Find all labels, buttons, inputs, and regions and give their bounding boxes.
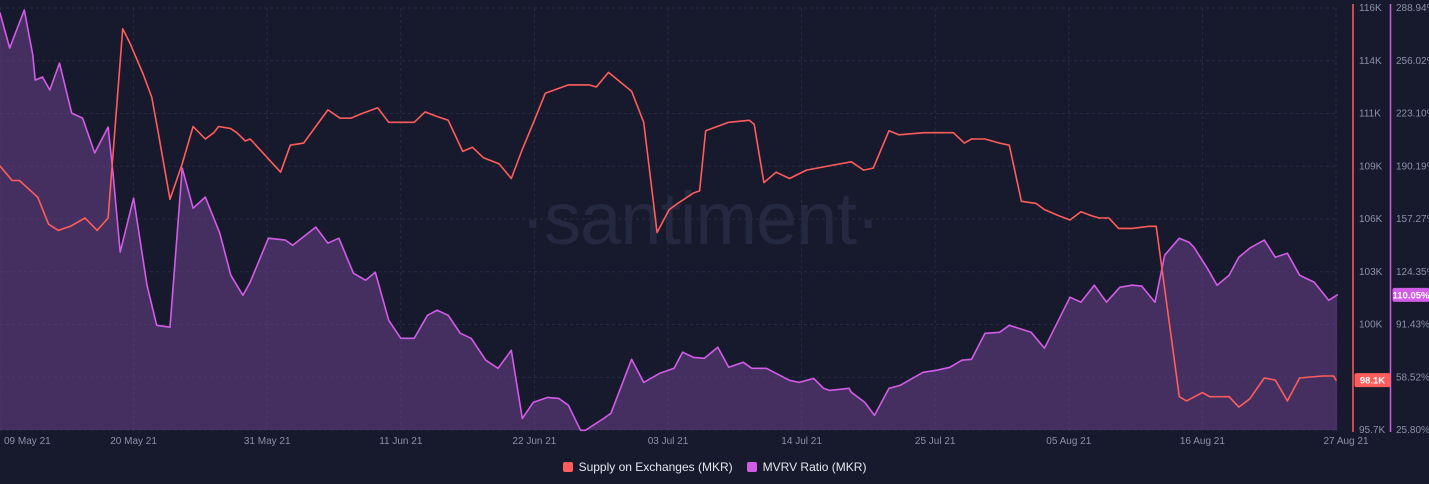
date-tick-label: 05 Aug 21 <box>1046 436 1091 447</box>
mvrv-tick-label: 223.10% <box>1396 109 1429 120</box>
supply-current-badge-text: 98.1K <box>1360 376 1385 387</box>
mvrv-series-swatch-icon <box>746 462 757 472</box>
legend-item-supply[interactable]: Supply on Exchanges (MKR) <box>562 460 733 474</box>
date-tick-label: 11 Jun 21 <box>379 436 423 447</box>
mvrv-line <box>0 9 1338 432</box>
supply-current-badge <box>1354 373 1391 388</box>
mvrv-tick-label: 288.94% <box>1396 3 1429 14</box>
mvrv-tick-label: 256.02% <box>1396 56 1429 67</box>
mvrv-area <box>0 10 1338 431</box>
supply-tick-label: 109K <box>1359 161 1383 172</box>
supply-tick-label: 103K <box>1359 267 1383 278</box>
legend-label-mvrv: MVRV Ratio (MKR) <box>762 460 867 474</box>
supply-series-swatch-icon <box>562 462 573 472</box>
legend-label-supply: Supply on Exchanges (MKR) <box>578 460 733 474</box>
date-tick-label: 03 Jul 21 <box>648 436 689 447</box>
supply-tick-label: 95.7K <box>1359 425 1385 436</box>
plot-canvas[interactable]: ·santiment· 116K 114K 111K 109K 106K 103K 100K 9… <box>0 0 1429 450</box>
chart-legend: Supply on Exchanges (MKR) MVRV Ratio (MK… <box>0 452 1429 482</box>
supply-tick-label: 114K <box>1359 56 1382 67</box>
mvrv-tick-label: 25.80% <box>1396 425 1429 436</box>
supply-tick-label: 100K <box>1359 320 1383 331</box>
supply-line <box>0 27 1337 408</box>
supply-tick-label: 106K <box>1359 214 1383 225</box>
supply-tick-label: 116K <box>1359 3 1382 14</box>
date-tick-label: 31 May 21 <box>244 436 291 447</box>
mvrv-tick-label: 91.43% <box>1396 320 1429 331</box>
date-tick-label: 22 Jun 21 <box>512 436 556 447</box>
legend-item-mvrv[interactable]: MVRV Ratio (MKR) <box>746 460 867 474</box>
supply-tick-label: 111K <box>1359 109 1381 120</box>
date-tick-label: 25 Jul 21 <box>915 436 956 447</box>
mvrv-current-badge-text: 110.05% <box>1393 290 1429 301</box>
mvrv-tick-label: 157.27% <box>1396 214 1429 225</box>
date-tick-label: 14 Jul 21 <box>781 436 822 447</box>
santiment-watermark: ·santiment· <box>520 177 879 260</box>
mvrv-tick-label: 124.35% <box>1396 267 1429 278</box>
mvrv-tick-label: 58.52% <box>1396 372 1429 383</box>
date-tick-label: 27 Aug 21 <box>1323 436 1368 447</box>
date-tick-label: 09 May 21 <box>4 436 51 447</box>
mvrv-tick-label: 190.19% <box>1396 161 1429 172</box>
date-tick-label: 20 May 21 <box>110 436 157 447</box>
date-tick-label: 16 Aug 21 <box>1180 436 1225 447</box>
mvrv-current-badge <box>1392 287 1429 302</box>
